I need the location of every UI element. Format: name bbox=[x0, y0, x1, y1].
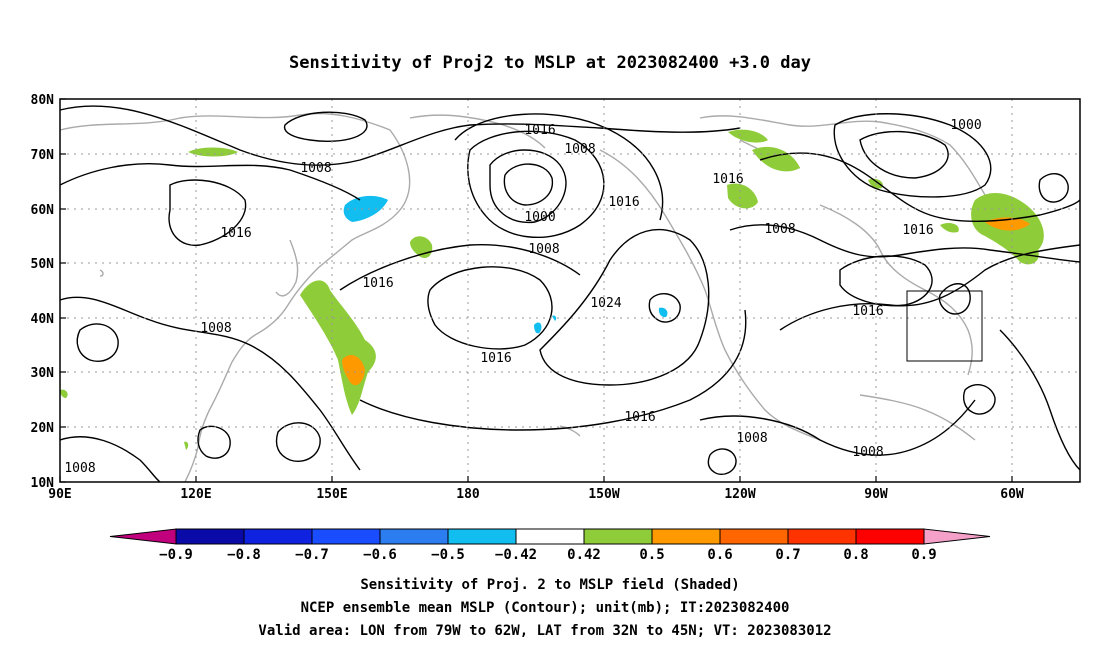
lon-label: 120W bbox=[724, 487, 755, 502]
colorbar-label: −0.9 bbox=[159, 547, 193, 563]
colorbar-box bbox=[787, 528, 857, 545]
colorbar-box bbox=[447, 528, 517, 545]
colorbar-label: −0.7 bbox=[295, 547, 329, 563]
lat-label: 50N bbox=[31, 257, 55, 272]
lon-label: 180 bbox=[456, 487, 480, 502]
colorbar-box bbox=[243, 528, 313, 545]
contour-label: 1016 bbox=[852, 304, 883, 319]
figure-title: Sensitivity of Proj2 to MSLP at 20230824… bbox=[289, 53, 811, 73]
colorbar: −0.9 −0.8 −0.7 −0.6 −0.5 −0.42 0.42 0.5 0.6 0.7 0.… bbox=[109, 528, 991, 563]
colorbar-label: 0.42 bbox=[567, 547, 601, 563]
contour-label: 1016 bbox=[902, 223, 933, 238]
colorbar-box bbox=[855, 528, 925, 545]
colorbar-box bbox=[175, 528, 245, 545]
colorbar-label: 0.5 bbox=[639, 547, 664, 563]
contour-label: 1008 bbox=[736, 431, 767, 446]
contour-label: 1008 bbox=[764, 222, 795, 237]
valid-area-box bbox=[906, 290, 983, 362]
lat-label: 40N bbox=[31, 312, 55, 327]
colorbar-label: −0.5 bbox=[431, 547, 465, 563]
contour-label: 1024 bbox=[590, 296, 621, 311]
lat-axis-labels: 80N 70N 60N 50N 40N 30N 20N 10N bbox=[31, 93, 55, 491]
lat-label: 20N bbox=[31, 421, 55, 436]
colorbar-label: 0.8 bbox=[843, 547, 868, 563]
contour-label: 1008 bbox=[200, 321, 231, 336]
lat-label: 70N bbox=[31, 148, 55, 163]
colorbar-left-triangle bbox=[109, 528, 177, 545]
contour-label: 1016 bbox=[362, 276, 393, 291]
colorbar-box bbox=[651, 528, 721, 545]
caption-line-2: NCEP ensemble mean MSLP (Contour); unit(… bbox=[301, 600, 790, 616]
colorbar-label: −0.8 bbox=[227, 547, 261, 563]
contour-label: 1008 bbox=[528, 242, 559, 257]
contour-label: 1016 bbox=[524, 123, 555, 138]
colorbar-box bbox=[719, 528, 789, 545]
contour-label: 1008 bbox=[564, 142, 595, 157]
colorbar-box bbox=[379, 528, 449, 545]
colorbar-label: −0.42 bbox=[495, 547, 537, 563]
contour-label: 1008 bbox=[852, 445, 883, 460]
lon-label: 90E bbox=[48, 487, 71, 502]
mslp-contours bbox=[59, 105, 1081, 483]
colorbar-label: −0.6 bbox=[363, 547, 397, 563]
lon-label: 120E bbox=[180, 487, 211, 502]
colorbar-box bbox=[583, 528, 653, 545]
contour-label: 1016 bbox=[480, 351, 511, 366]
lon-label: 150W bbox=[588, 487, 619, 502]
lat-label: 60N bbox=[31, 203, 55, 218]
gridlines bbox=[60, 99, 1080, 482]
contour-label: 1016 bbox=[624, 410, 655, 425]
lat-label: 80N bbox=[31, 93, 55, 108]
colorbar-label: 0.9 bbox=[911, 547, 936, 563]
contour-label: 1000 bbox=[950, 118, 981, 133]
sensitivity-shading bbox=[60, 129, 1044, 450]
colorbar-right-triangle bbox=[923, 528, 991, 545]
contour-label: 1000 bbox=[524, 210, 555, 225]
lat-label: 30N bbox=[31, 366, 55, 381]
colorbar-label: 0.6 bbox=[707, 547, 732, 563]
contour-label: 1016 bbox=[712, 172, 743, 187]
lon-label: 60W bbox=[1000, 487, 1024, 502]
contour-label: 1008 bbox=[300, 161, 331, 176]
colorbar-label: 0.7 bbox=[775, 547, 800, 563]
colorbar-box bbox=[515, 528, 585, 545]
map-area: 1016 1008 1000 1016 1016 1008 1008 1016 … bbox=[31, 93, 1081, 502]
contour-labels: 1016 1008 1000 1016 1016 1008 1008 1016 … bbox=[64, 118, 981, 476]
lat-label: 10N bbox=[31, 476, 55, 491]
lon-label: 90W bbox=[864, 487, 888, 502]
contour-label: 1008 bbox=[64, 461, 95, 476]
contour-label: 1016 bbox=[608, 195, 639, 210]
colorbar-box bbox=[311, 528, 381, 545]
caption-line-1: Sensitivity of Proj. 2 to MSLP field (Sh… bbox=[360, 577, 739, 593]
lon-axis-labels: 90E 120E 150E 180 150W 120W 90W 60W bbox=[48, 487, 1024, 502]
caption-line-3: Valid area: LON from 79W to 62W, LAT fro… bbox=[258, 623, 831, 639]
contour-label: 1016 bbox=[220, 226, 251, 241]
lon-label: 150E bbox=[316, 487, 347, 502]
axis-ticks bbox=[59, 98, 1013, 483]
